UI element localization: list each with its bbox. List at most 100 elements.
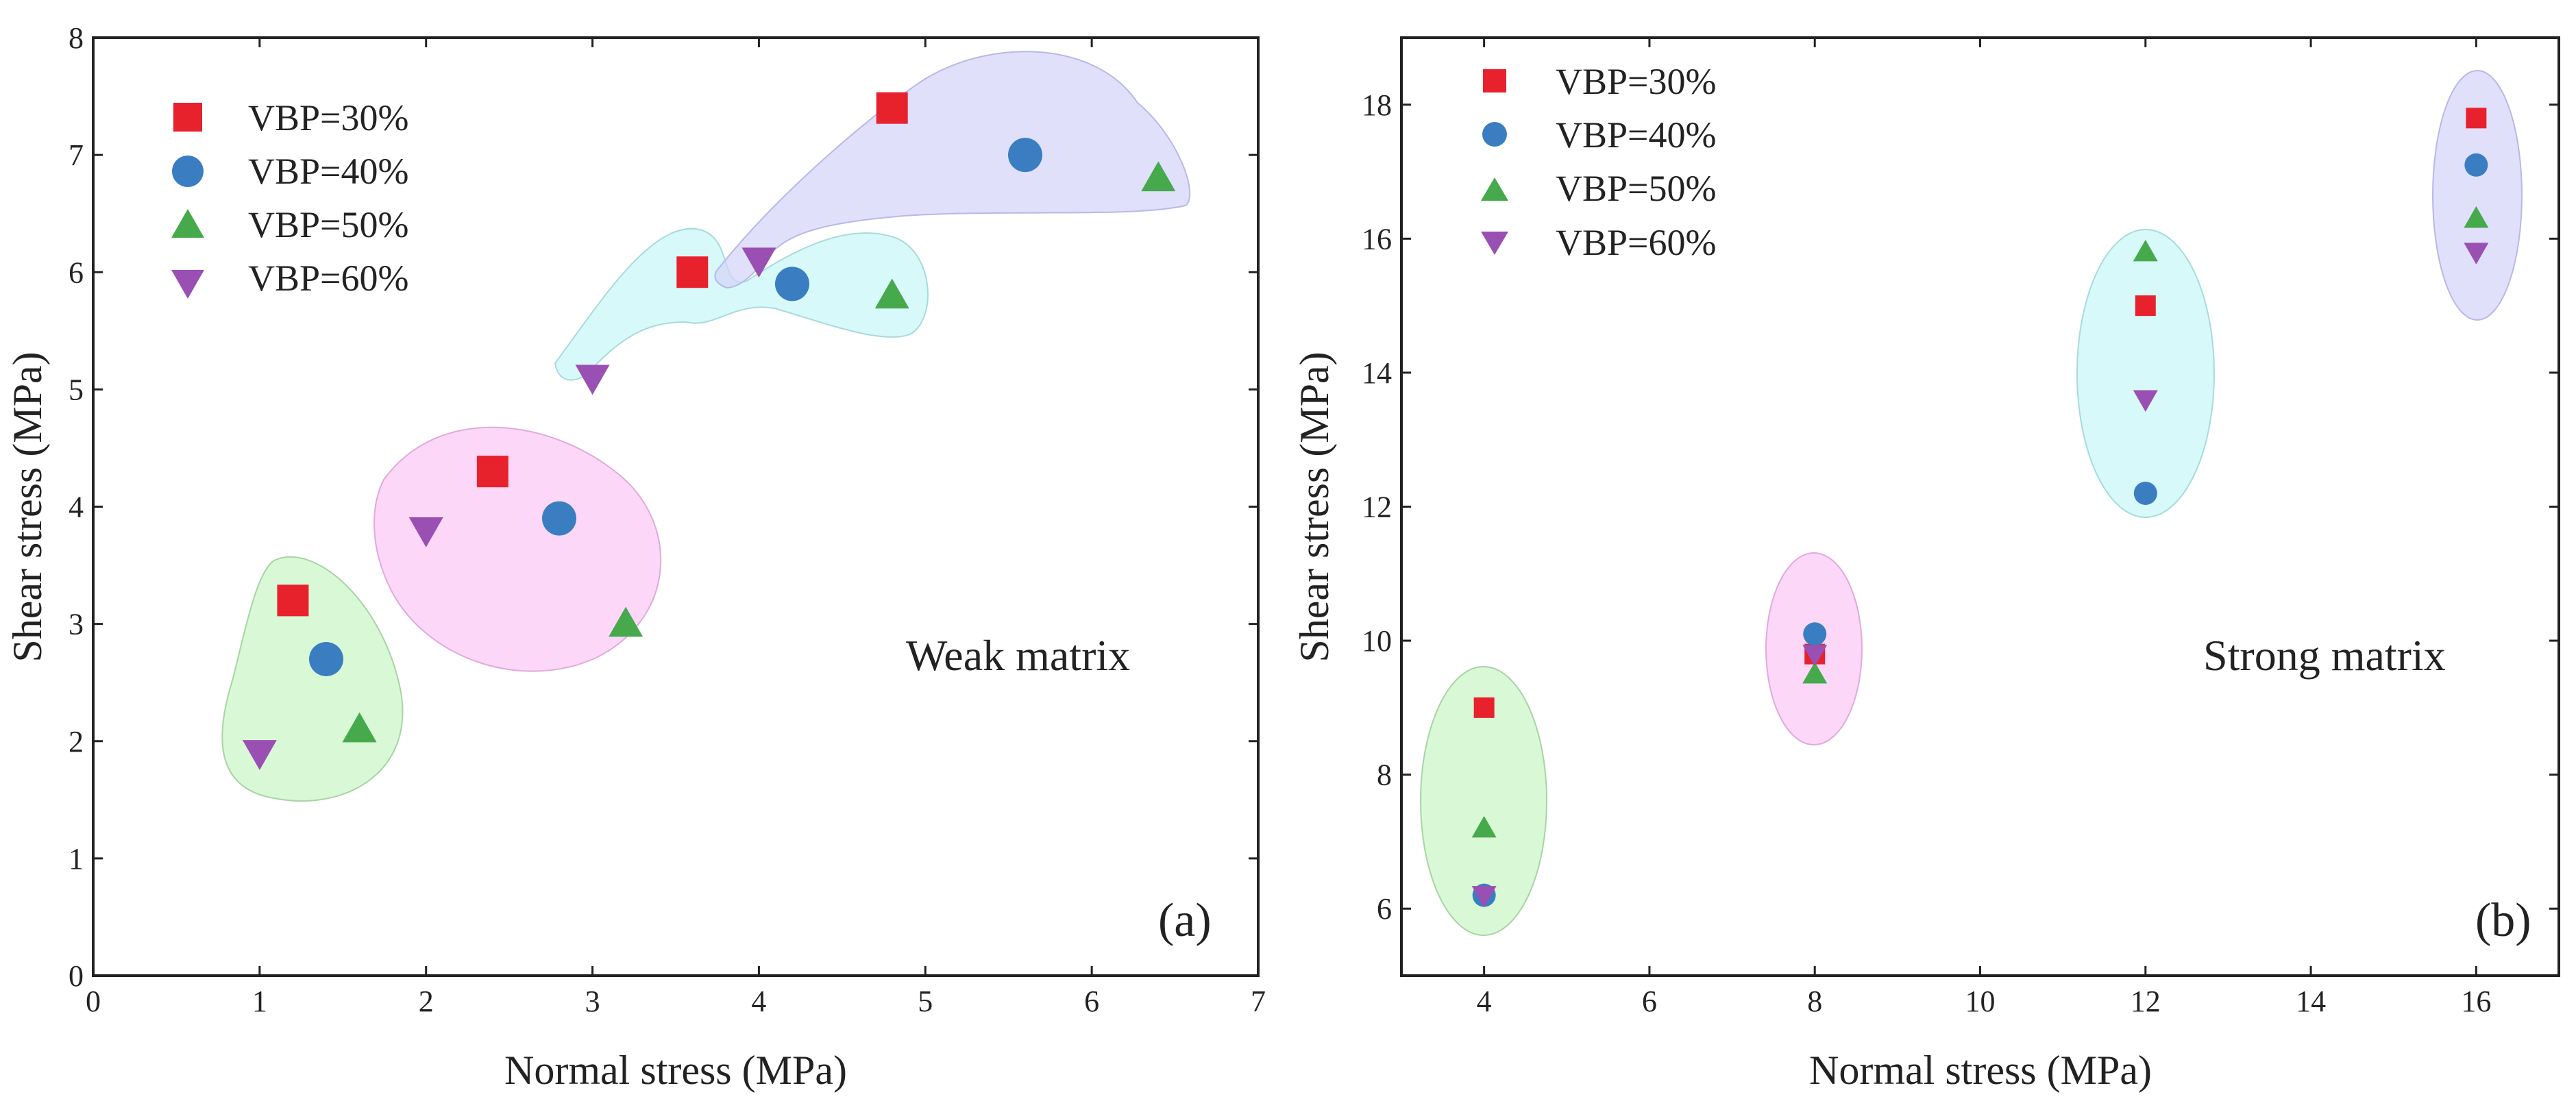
data-point-vbp40 [2133, 481, 2157, 505]
legend-marker-vbp60 [171, 270, 204, 299]
x-tick-label: 6 [1642, 985, 1657, 1018]
y-tick-label: 0 [69, 959, 84, 993]
group-region-3 [554, 227, 929, 381]
data-point-vbp40 [1803, 622, 1827, 646]
y-tick-label: 14 [1362, 356, 1392, 390]
legend-marker-vbp40 [172, 156, 204, 187]
x-tick-label: 6 [1084, 985, 1099, 1018]
y-tick-label: 18 [1362, 88, 1392, 122]
data-point-vbp50 [2133, 239, 2158, 262]
data-point-vbp30 [1473, 697, 1495, 718]
x-tick-label: 4 [1477, 985, 1492, 1018]
data-point-vbp50 [1471, 815, 1497, 838]
y-axis-title-b: Shear stress (MPa) [1292, 351, 1337, 662]
annotation-weak-matrix: Weak matrix [906, 631, 1130, 680]
data-point-vbp60 [741, 247, 776, 278]
data-point-vbp40 [1008, 138, 1042, 173]
x-tick-label: 3 [585, 985, 600, 1018]
x-axis-title-a: Normal stress (MPa) [504, 1048, 847, 1093]
legend-marker-vbp40-b [1482, 122, 1507, 147]
data-point-vbp30 [277, 584, 309, 617]
legend-label-vbp50-b: VBP=50% [1556, 168, 1716, 209]
data-point-vbp60 [2133, 390, 2158, 412]
data-point-vbp40 [775, 267, 809, 301]
x-tick-label: 4 [751, 985, 766, 1018]
x-tick-label: 14 [2296, 985, 2326, 1018]
legend-label-vbp40-b: VBP=40% [1556, 114, 1716, 156]
y-tick-label: 8 [1377, 758, 1392, 792]
data-point-vbp30 [2135, 295, 2156, 317]
data-point-vbp30 [676, 256, 709, 288]
y-tick-label: 8 [69, 21, 84, 55]
panel-a-y-ticks: 0 1 2 3 4 5 6 7 8 [69, 21, 1258, 993]
data-point-vbp50 [1141, 161, 1176, 192]
panel-b-group-regions [1420, 70, 2523, 936]
panel-b-strong-matrix: 4 6 8 10 12 14 16 6 8 10 12 14 16 18 VBP=30% VBP=40%… [1292, 36, 2560, 1093]
panel-a-x-ticks: 0 1 2 3 4 5 6 7 [86, 38, 1266, 1018]
x-tick-label: 16 [2461, 985, 2491, 1018]
data-point-vbp60 [2464, 243, 2489, 264]
x-tick-label: 10 [1965, 985, 1996, 1018]
data-point-vbp30 [876, 92, 908, 124]
legend-label-vbp50: VBP=50% [248, 204, 408, 245]
y-tick-label: 6 [1377, 892, 1392, 926]
data-point-vbp40 [309, 641, 343, 676]
legend-label-vbp60-b: VBP=60% [1556, 222, 1716, 263]
data-point-vbp60 [1802, 645, 1828, 667]
panel-label-a: (a) [1158, 894, 1212, 947]
legend-marker-vbp30-b [1483, 69, 1506, 92]
panel-b-legend: VBP=30% VBP=40% VBP=50% VBP=60% [1481, 61, 1716, 263]
panel-a-group-regions [221, 51, 1191, 802]
x-tick-label: 5 [918, 985, 933, 1018]
legend-marker-vbp30 [173, 103, 202, 132]
panel-label-b: (b) [2475, 894, 2531, 947]
legend-label-vbp30-b: VBP=30% [1556, 61, 1716, 102]
x-tick-label: 12 [2131, 985, 2161, 1018]
y-tick-label: 10 [1362, 624, 1392, 658]
legend-label-vbp60: VBP=60% [248, 258, 408, 299]
data-point-vbp60 [408, 517, 443, 547]
data-point-vbp60 [1471, 886, 1497, 908]
data-point-vbp30 [476, 456, 508, 488]
group-region-1 [221, 556, 404, 802]
y-tick-label: 12 [1362, 491, 1392, 524]
y-tick-label: 7 [69, 138, 84, 172]
y-axis-title-a: Shear stress (MPa) [5, 351, 50, 662]
y-tick-label: 5 [69, 373, 84, 406]
annotation-strong-matrix: Strong matrix [2203, 631, 2446, 680]
x-tick-label: 1 [252, 985, 267, 1018]
x-tick-label: 7 [1251, 985, 1266, 1018]
x-tick-label: 0 [86, 985, 101, 1018]
legend-marker-vbp60-b [1481, 232, 1508, 255]
data-point-vbp50 [874, 278, 909, 309]
data-point-vbp30 [2466, 108, 2487, 129]
panel-a-legend: VBP=30% VBP=40% VBP=50% VBP=60% [171, 97, 408, 299]
data-point-vbp40 [542, 501, 576, 536]
data-point-vbp60 [575, 365, 610, 395]
y-tick-label: 4 [69, 491, 84, 524]
y-tick-label: 1 [69, 842, 84, 876]
group-region-12mpa [2076, 229, 2215, 518]
data-point-vbp50 [342, 712, 377, 743]
x-tick-label: 2 [419, 985, 434, 1018]
panel-b-x-ticks: 4 6 8 10 12 14 16 [1477, 38, 2491, 1018]
legend-marker-vbp50 [171, 209, 204, 238]
panel-a-weak-matrix: 0 1 2 3 4 5 6 7 0 1 2 3 4 5 6 7 8 VBP=30% VBP=40% VBP=5… [5, 21, 1266, 1093]
data-point-vbp50 [2464, 206, 2489, 228]
y-tick-label: 2 [69, 725, 84, 758]
data-point-vbp40 [2464, 153, 2488, 177]
group-region-16mpa [2432, 70, 2523, 321]
panel-b-y-ticks: 6 8 10 12 14 16 18 [1362, 88, 2559, 926]
x-axis-title-b: Normal stress (MPa) [1809, 1048, 2152, 1093]
panel-a-data-markers [242, 92, 1176, 770]
group-region-4mpa [1420, 666, 1547, 936]
legend-label-vbp30: VBP=30% [248, 97, 408, 138]
data-point-vbp50 [609, 606, 643, 637]
panel-b-data-markers [1471, 108, 2489, 908]
group-region-2 [373, 426, 662, 672]
y-tick-label: 6 [69, 256, 84, 289]
y-tick-label: 3 [69, 608, 84, 641]
legend-label-vbp40: VBP=40% [248, 151, 408, 192]
y-tick-label: 16 [1362, 222, 1392, 256]
